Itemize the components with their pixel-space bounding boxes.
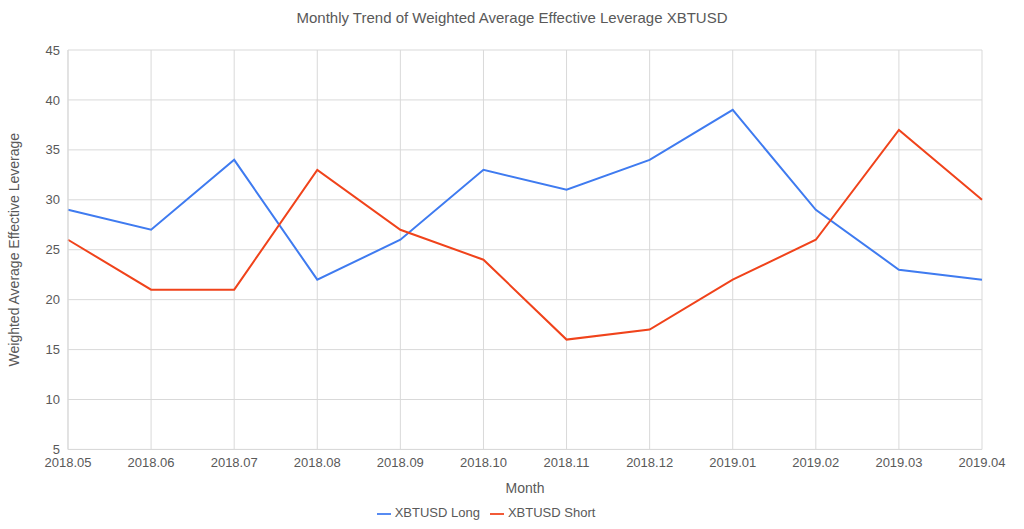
svg-text:25: 25 bbox=[46, 242, 60, 257]
html-text:XBTUSD Short: XBTUSD Short bbox=[507, 505, 596, 521]
html-text:Monthly Trend of Weighted Aver: Monthly Trend of Weighted Average Effect… bbox=[296, 9, 728, 26]
svg-text:45: 45 bbox=[46, 43, 60, 58]
svg-text:2018.12: 2018.12 bbox=[626, 455, 673, 470]
svg-text:2018.11: 2018.11 bbox=[544, 455, 590, 470]
svg-text:2019.02: 2019.02 bbox=[792, 455, 839, 470]
svg-text:2018.07: 2018.07 bbox=[211, 455, 258, 470]
svg-text:2018.10: 2018.10 bbox=[460, 455, 507, 470]
svg-text:2019.03: 2019.03 bbox=[875, 455, 922, 470]
svg-text:35: 35 bbox=[46, 142, 60, 157]
svg-text:2019.04: 2019.04 bbox=[959, 455, 1006, 470]
svg-text:10: 10 bbox=[46, 392, 60, 407]
svg-text:2018.08: 2018.08 bbox=[294, 455, 341, 470]
svg-text:40: 40 bbox=[46, 93, 60, 108]
svg-text:5: 5 bbox=[53, 442, 60, 457]
svg-text:Month: Month bbox=[506, 480, 545, 496]
svg-text:2018.06: 2018.06 bbox=[128, 455, 175, 470]
svg-text:30: 30 bbox=[46, 192, 60, 207]
svg-text:Weighted Average Effective Lev: Weighted Average Effective Leverage bbox=[8, 133, 22, 367]
svg-text:2018.09: 2018.09 bbox=[377, 455, 424, 470]
html-text:XBTUSD Long: XBTUSD Long bbox=[394, 505, 480, 521]
svg-text:2019.01: 2019.01 bbox=[709, 455, 756, 470]
svg-text:2018.05: 2018.05 bbox=[45, 455, 92, 470]
svg-text:15: 15 bbox=[46, 342, 60, 357]
svg-text:20: 20 bbox=[46, 292, 60, 307]
